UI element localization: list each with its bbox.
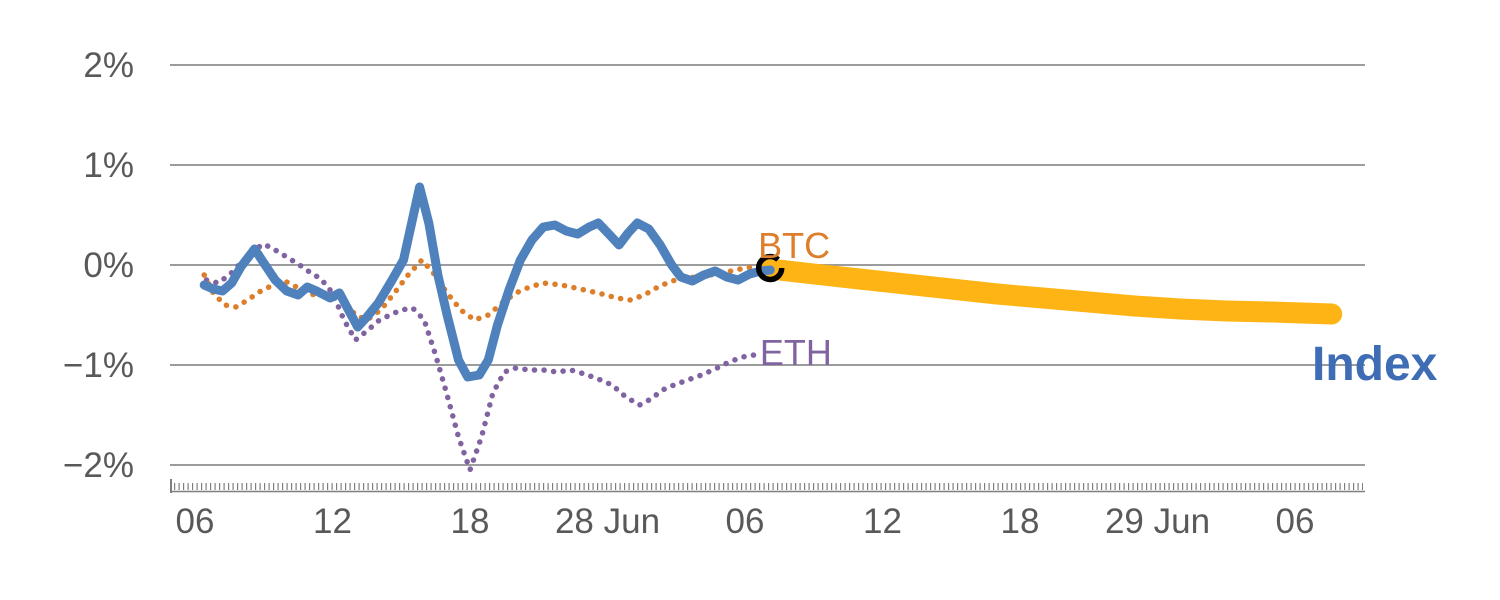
x-axis-tick-label: 06 bbox=[176, 502, 215, 541]
x-axis-tick-label: 28 Jun bbox=[555, 502, 660, 541]
series-index-forecast bbox=[759, 258, 1343, 325]
x-axis-tick-label: 18 bbox=[1001, 502, 1040, 541]
x-axis-tick-label: 12 bbox=[863, 502, 902, 541]
y-axis-tick-label: 1% bbox=[83, 146, 134, 185]
series-label-index: Index bbox=[1312, 338, 1438, 391]
y-axis-tick-label: 2% bbox=[83, 46, 134, 85]
series-index bbox=[199, 182, 775, 382]
series-label-btc: BTC bbox=[758, 225, 831, 266]
x-axis-tick-label: 12 bbox=[313, 502, 352, 541]
x-axis-tick-label: 06 bbox=[1276, 502, 1315, 541]
series-label-eth: ETH bbox=[759, 332, 832, 373]
x-axis-tick-label: 18 bbox=[451, 502, 490, 541]
series-eth bbox=[203, 241, 757, 473]
current-value-marker bbox=[755, 253, 785, 283]
y-axis-tick-label: 0% bbox=[83, 246, 134, 285]
y-axis-tick-label: −1% bbox=[63, 346, 134, 385]
series-btc bbox=[201, 257, 773, 323]
x-axis-tick-label: 29 Jun bbox=[1105, 502, 1210, 541]
y-axis-tick-label: −2% bbox=[63, 446, 134, 485]
x-axis-tick-label: 06 bbox=[726, 502, 765, 541]
